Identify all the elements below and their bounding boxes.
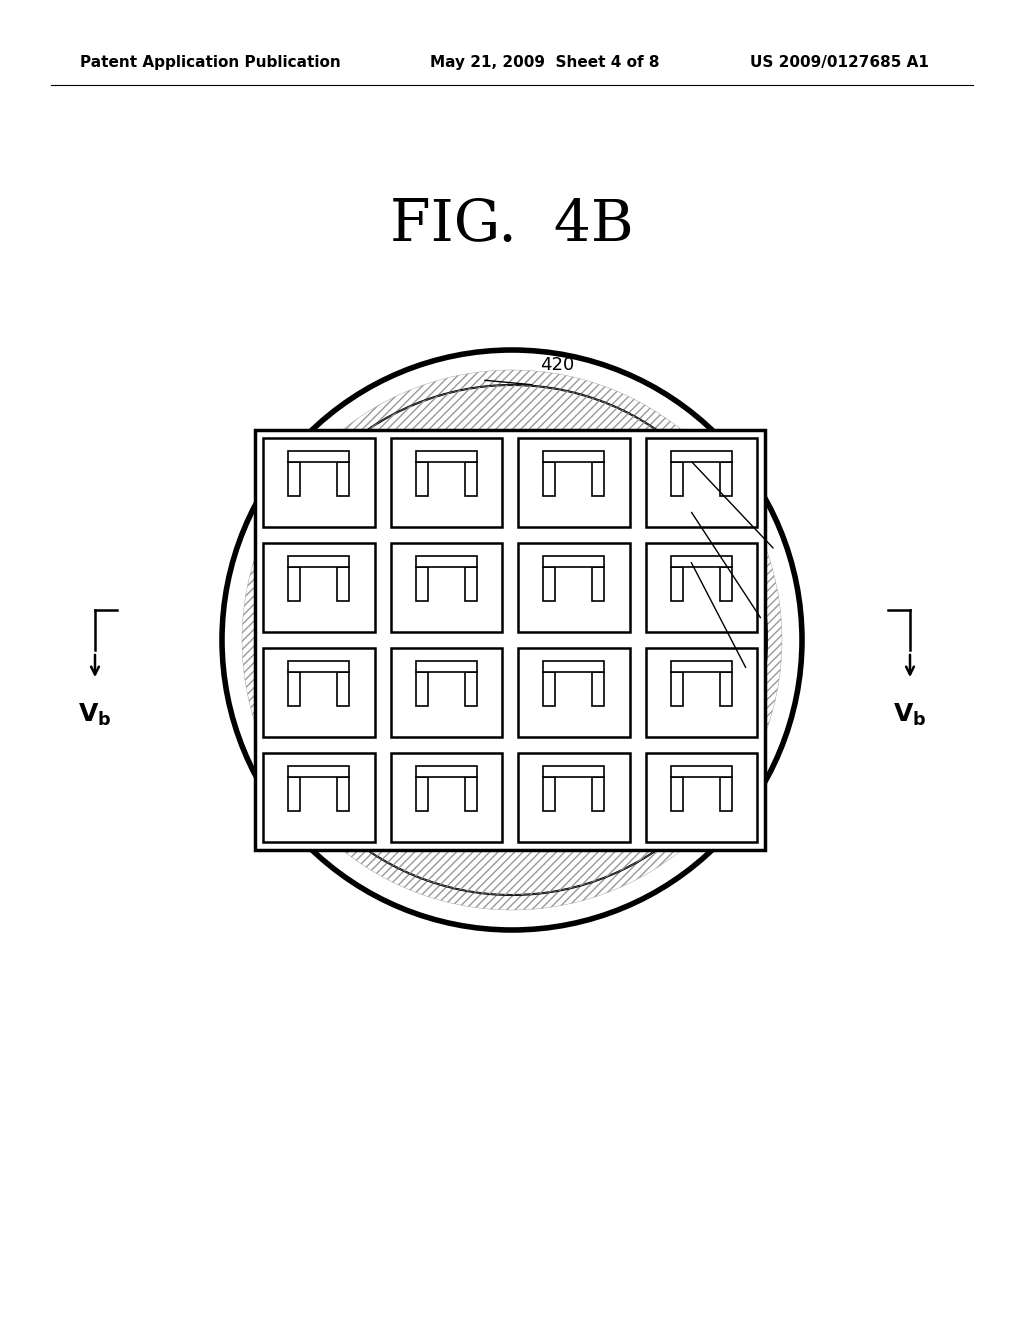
Bar xyxy=(337,777,349,810)
Bar xyxy=(592,568,604,601)
Bar xyxy=(416,462,428,496)
Bar xyxy=(465,462,477,496)
Bar xyxy=(592,777,604,810)
Bar xyxy=(337,672,349,706)
Bar xyxy=(288,556,349,568)
Bar xyxy=(720,462,732,496)
Bar xyxy=(337,462,349,496)
Bar xyxy=(288,777,300,810)
Bar xyxy=(288,451,349,462)
Bar xyxy=(416,661,477,672)
Bar xyxy=(592,672,604,706)
Bar xyxy=(416,767,477,777)
Bar xyxy=(337,568,349,601)
Bar xyxy=(671,451,732,462)
Bar xyxy=(263,648,375,737)
Bar xyxy=(645,438,757,527)
Bar xyxy=(518,438,630,527)
Text: BL: BL xyxy=(695,451,717,469)
Bar xyxy=(288,462,300,496)
Bar xyxy=(592,462,604,496)
Bar xyxy=(671,568,683,601)
Text: May 21, 2009  Sheet 4 of 8: May 21, 2009 Sheet 4 of 8 xyxy=(430,54,659,70)
Bar xyxy=(671,462,683,496)
Bar xyxy=(390,752,502,842)
Bar xyxy=(720,777,732,810)
Text: Patent Application Publication: Patent Application Publication xyxy=(80,54,341,70)
Bar xyxy=(671,777,683,810)
Bar xyxy=(465,568,477,601)
Bar xyxy=(645,648,757,737)
Text: $\mathbf{V_b}$: $\mathbf{V_b}$ xyxy=(78,702,112,729)
Bar xyxy=(263,438,375,527)
Bar xyxy=(288,661,349,672)
Bar xyxy=(518,752,630,842)
Bar xyxy=(518,543,630,632)
Text: 410L: 410L xyxy=(695,550,739,569)
Bar xyxy=(255,430,765,850)
Text: 420: 420 xyxy=(540,356,574,374)
Bar xyxy=(263,543,375,632)
Bar xyxy=(465,672,477,706)
Bar xyxy=(671,767,732,777)
Circle shape xyxy=(257,385,767,895)
Bar xyxy=(416,556,477,568)
Bar xyxy=(288,767,349,777)
Bar xyxy=(465,777,477,810)
Bar xyxy=(543,767,604,777)
Bar xyxy=(543,672,555,706)
Bar xyxy=(671,556,732,568)
Bar xyxy=(288,568,300,601)
Bar xyxy=(416,777,428,810)
Bar xyxy=(543,777,555,810)
Bar xyxy=(416,568,428,601)
Bar xyxy=(390,648,502,737)
Bar xyxy=(645,543,757,632)
Bar xyxy=(416,672,428,706)
Bar xyxy=(671,672,683,706)
Text: $\mathbf{V_b}$: $\mathbf{V_b}$ xyxy=(893,702,927,729)
Text: FIG.  4B: FIG. 4B xyxy=(390,197,634,253)
Bar xyxy=(543,462,555,496)
Bar xyxy=(288,672,300,706)
Bar xyxy=(645,752,757,842)
Bar xyxy=(543,556,604,568)
Bar xyxy=(543,451,604,462)
Text: 430L: 430L xyxy=(695,502,739,519)
Bar xyxy=(671,661,732,672)
Bar xyxy=(543,568,555,601)
Bar xyxy=(263,752,375,842)
Text: US 2009/0127685 A1: US 2009/0127685 A1 xyxy=(750,54,929,70)
Bar xyxy=(720,568,732,601)
Bar xyxy=(390,543,502,632)
Bar xyxy=(416,451,477,462)
Circle shape xyxy=(242,370,782,909)
Bar xyxy=(543,661,604,672)
Bar xyxy=(720,672,732,706)
Bar xyxy=(518,648,630,737)
Bar xyxy=(390,438,502,527)
